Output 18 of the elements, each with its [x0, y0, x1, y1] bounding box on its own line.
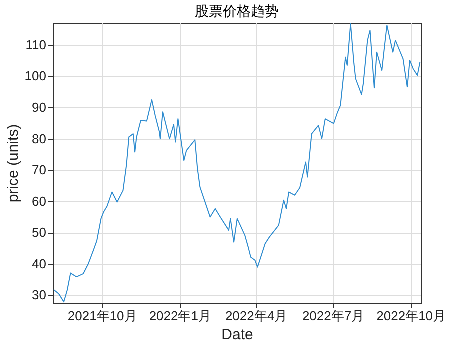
y-tick-label: 30: [32, 288, 46, 303]
line-series: [53, 23, 421, 303]
x-tick-label: 2021年10月: [68, 308, 138, 324]
y-tick-label: 100: [24, 68, 46, 84]
x-tick-label: 2022年4月: [225, 308, 288, 324]
y-axis-title: price (units): [4, 124, 22, 203]
y-tick-label: 70: [32, 162, 46, 178]
chart-title: 股票价格趋势: [195, 3, 279, 19]
x-tick-label: 2022年7月: [302, 308, 365, 324]
y-tick-label: 60: [32, 194, 46, 209]
y-tick-label: 90: [32, 100, 46, 115]
y-tick-label: 80: [32, 131, 46, 146]
x-axis-title: Date: [222, 326, 254, 344]
y-tick-label: 40: [32, 256, 46, 272]
x-tick-label: 2022年10月: [376, 308, 446, 324]
y-tick-label: 110: [26, 37, 46, 52]
y-tick-label: 50: [32, 225, 46, 240]
x-tick-label: 2022年1月: [149, 308, 212, 324]
